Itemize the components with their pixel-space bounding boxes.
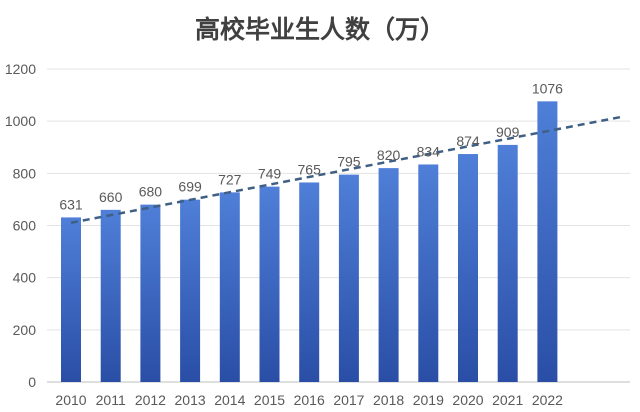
- data-labels: 631 660 680 699 727 749 765 795 820 834 874 909 1076: [59, 80, 563, 212]
- data-label: 820: [377, 147, 401, 163]
- x-tick-label: 2010: [55, 392, 86, 408]
- data-label: 795: [337, 154, 361, 170]
- trendline: [70, 115, 624, 225]
- y-tick-label: 200: [13, 322, 37, 338]
- bar: [418, 164, 439, 382]
- bar: [140, 204, 161, 382]
- bar: [299, 182, 320, 382]
- bar: [180, 199, 201, 382]
- x-tick-label: 2018: [373, 392, 404, 408]
- x-tick-label: 2011: [96, 392, 126, 408]
- y-tick-label: 600: [13, 218, 37, 234]
- data-label: 765: [298, 161, 322, 177]
- data-label: 874: [456, 133, 480, 149]
- x-tick-label: 2020: [452, 392, 483, 408]
- bar: [497, 144, 518, 382]
- bar: [61, 217, 81, 382]
- bar: [219, 192, 240, 382]
- x-tick-label: 2022: [532, 392, 563, 408]
- y-axis-ticks: 0 200 400 600 800 1000 1200: [5, 61, 36, 390]
- x-tick-label: 2017: [333, 392, 364, 408]
- data-label: 1076: [532, 80, 563, 96]
- x-tick-label: 2016: [294, 392, 325, 408]
- x-tick-label: 2015: [254, 392, 285, 408]
- data-label: 631: [59, 196, 83, 212]
- bar: [378, 168, 399, 382]
- data-label: 749: [258, 166, 282, 182]
- bar: [338, 174, 359, 382]
- bar: [100, 209, 121, 382]
- x-tick-label: 2012: [135, 392, 166, 408]
- data-label: 660: [99, 189, 123, 205]
- x-tick-label: 2013: [175, 392, 206, 408]
- bars: [61, 101, 558, 383]
- y-tick-label: 0: [28, 374, 36, 390]
- x-tick-label: 2021: [492, 392, 523, 408]
- trendline-path: [70, 115, 624, 225]
- y-tick-label: 400: [13, 270, 37, 286]
- x-tick-label: 2019: [413, 392, 444, 408]
- data-label: 680: [139, 184, 163, 200]
- y-tick-label: 1200: [5, 61, 36, 77]
- y-tick-label: 1000: [5, 113, 36, 129]
- chart-title: 高校毕业生人数（万）: [195, 15, 445, 44]
- data-label: 834: [417, 143, 441, 159]
- bar: [458, 154, 478, 382]
- y-tick-label: 800: [13, 165, 37, 181]
- x-tick-label: 2014: [214, 392, 245, 408]
- x-axis-ticks: 2010 2011 2012 2013 2014 2015 2016 2017 2018 2019…: [55, 392, 563, 408]
- bar: [259, 186, 280, 382]
- data-label: 699: [178, 179, 202, 195]
- bar: [537, 101, 558, 383]
- data-label: 727: [218, 171, 242, 187]
- data-label: 909: [496, 124, 520, 140]
